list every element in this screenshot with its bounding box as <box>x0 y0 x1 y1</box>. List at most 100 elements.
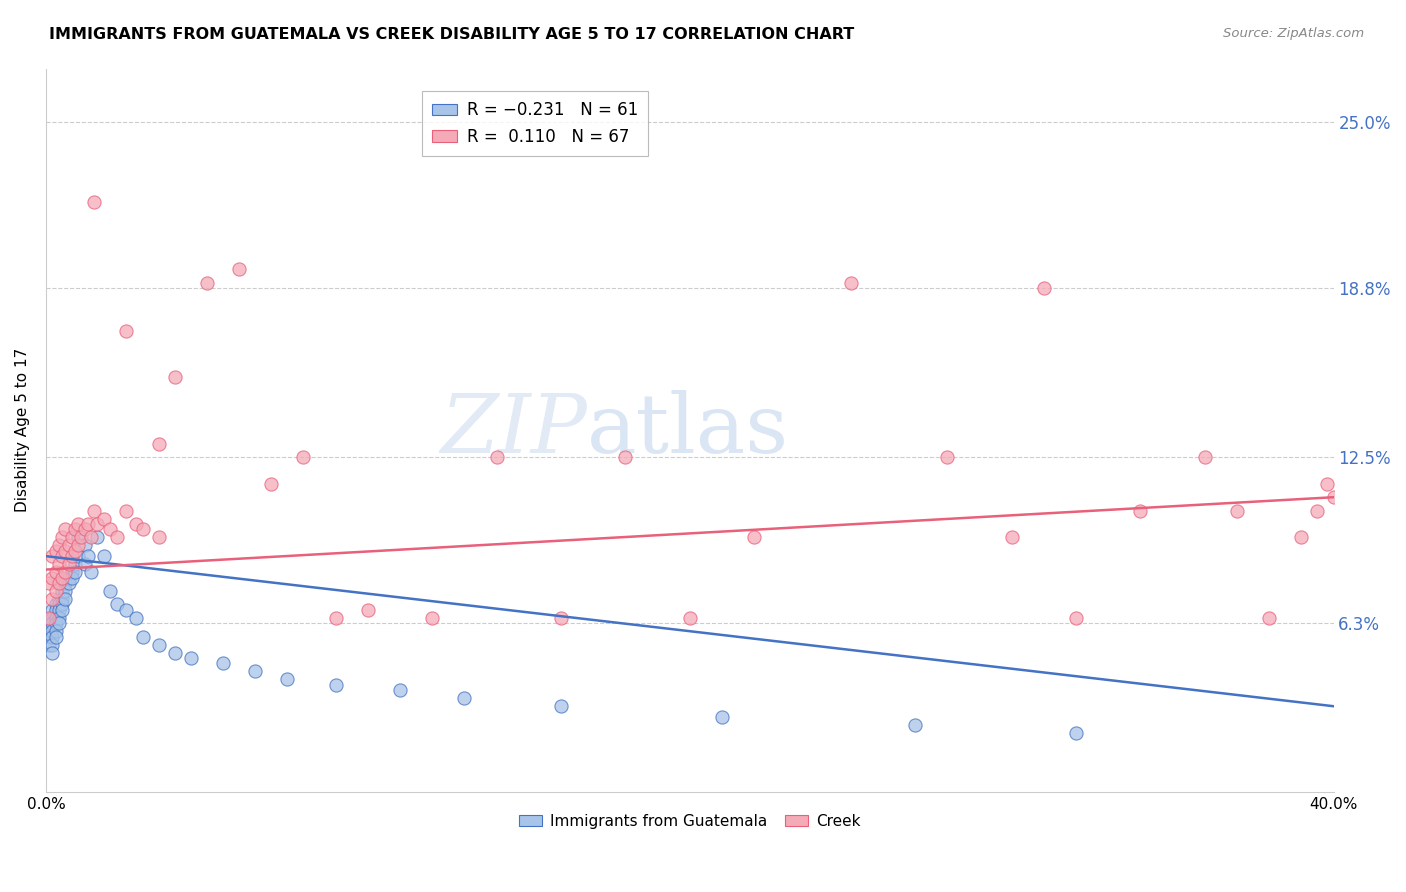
Point <box>105 598 128 612</box>
Point <box>420 611 443 625</box>
Point <box>195 276 218 290</box>
Point <box>73 558 96 572</box>
Point <box>41 624 63 639</box>
Point <box>73 538 96 552</box>
Point <box>45 598 67 612</box>
Point <box>1258 611 1281 625</box>
Point <box>148 436 170 450</box>
Point <box>53 522 76 536</box>
Point <box>53 576 76 591</box>
Point <box>38 616 60 631</box>
Point <box>148 638 170 652</box>
Legend: Immigrants from Guatemala, Creek: Immigrants from Guatemala, Creek <box>513 808 866 835</box>
Point <box>131 630 153 644</box>
Point <box>115 503 138 517</box>
Point <box>276 673 298 687</box>
Point <box>51 603 73 617</box>
Point <box>48 603 70 617</box>
Point <box>228 262 250 277</box>
Point <box>163 646 186 660</box>
Point <box>131 522 153 536</box>
Point <box>70 530 93 544</box>
Point <box>63 544 86 558</box>
Point <box>98 522 121 536</box>
Point <box>53 592 76 607</box>
Point <box>41 592 63 607</box>
Point <box>148 530 170 544</box>
Point <box>63 566 86 580</box>
Point <box>80 566 103 580</box>
Point <box>63 522 86 536</box>
Point <box>839 276 862 290</box>
Point <box>1306 503 1329 517</box>
Point <box>45 544 67 558</box>
Point <box>38 638 60 652</box>
Point <box>58 571 80 585</box>
Point <box>1291 530 1313 544</box>
Point <box>485 450 508 464</box>
Point <box>53 566 76 580</box>
Point <box>60 566 83 580</box>
Point <box>51 530 73 544</box>
Point <box>86 530 108 544</box>
Point <box>60 549 83 564</box>
Point <box>53 544 76 558</box>
Point <box>80 530 103 544</box>
Point <box>41 611 63 625</box>
Point <box>260 476 283 491</box>
Point <box>41 549 63 564</box>
Point <box>51 571 73 585</box>
Point <box>1316 476 1339 491</box>
Point <box>125 516 148 531</box>
Point <box>550 699 572 714</box>
Point <box>41 616 63 631</box>
Point <box>115 324 138 338</box>
Point <box>83 503 105 517</box>
Point <box>614 450 637 464</box>
Point <box>93 511 115 525</box>
Point <box>51 598 73 612</box>
Point <box>48 576 70 591</box>
Point <box>1226 503 1249 517</box>
Point <box>86 516 108 531</box>
Text: ZIP: ZIP <box>440 390 586 470</box>
Point <box>742 530 765 544</box>
Point <box>38 630 60 644</box>
Point <box>48 592 70 607</box>
Point <box>45 611 67 625</box>
Point <box>325 611 347 625</box>
Point <box>45 584 67 599</box>
Point <box>180 651 202 665</box>
Point <box>41 603 63 617</box>
Point <box>53 584 76 599</box>
Point <box>45 616 67 631</box>
Point <box>41 630 63 644</box>
Point <box>163 369 186 384</box>
Text: atlas: atlas <box>586 390 789 470</box>
Point <box>105 530 128 544</box>
Point <box>212 657 235 671</box>
Point <box>38 611 60 625</box>
Point <box>60 571 83 585</box>
Point <box>58 558 80 572</box>
Point <box>76 516 98 531</box>
Point <box>58 538 80 552</box>
Point <box>292 450 315 464</box>
Point <box>904 718 927 732</box>
Point <box>45 624 67 639</box>
Y-axis label: Disability Age 5 to 17: Disability Age 5 to 17 <box>15 348 30 512</box>
Point <box>936 450 959 464</box>
Point <box>51 584 73 599</box>
Point <box>1001 530 1024 544</box>
Point <box>453 691 475 706</box>
Point <box>67 538 90 552</box>
Point <box>67 516 90 531</box>
Point <box>245 665 267 679</box>
Point <box>93 549 115 564</box>
Point <box>63 558 86 572</box>
Point <box>60 530 83 544</box>
Point <box>48 538 70 552</box>
Point <box>48 598 70 612</box>
Point <box>1322 490 1344 504</box>
Point <box>48 616 70 631</box>
